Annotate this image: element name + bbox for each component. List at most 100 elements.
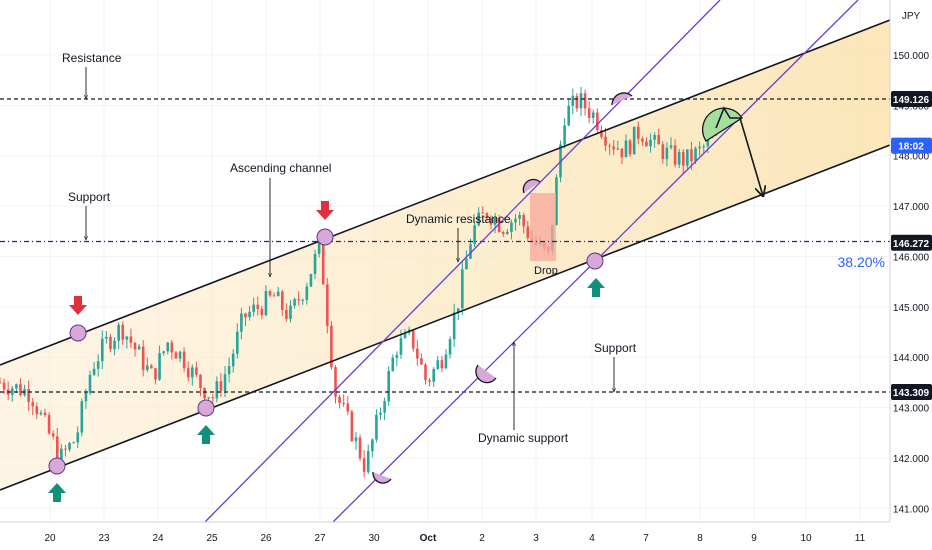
candle-body (244, 313, 247, 318)
candle-body (199, 374, 202, 388)
support-label-right: Support (594, 341, 637, 355)
candle-body (690, 149, 693, 162)
y-tick-label: 145.000 (893, 303, 930, 314)
buy-arrow-icon (197, 425, 215, 444)
price-tags: 149.126 18:02 146.272 143.309 (891, 91, 932, 400)
candle-body (272, 295, 276, 297)
dynamic-support-label: Dynamic support (478, 431, 569, 445)
x-tick-label: 8 (697, 533, 703, 544)
candle-body (706, 138, 710, 147)
candle-body (436, 360, 440, 370)
currency-label: JPY (902, 11, 921, 22)
drop-zone (530, 193, 556, 261)
candle-body (493, 217, 497, 225)
candle-body (346, 403, 350, 412)
candle-body (158, 353, 161, 380)
candle-body (186, 368, 190, 378)
candle-body (141, 346, 145, 371)
candle-body (362, 458, 366, 472)
dynamic-resistance-line[interactable] (204, 0, 721, 523)
candle-body (444, 354, 448, 369)
channel-lower-line[interactable] (0, 144, 891, 491)
candle-body (19, 384, 22, 396)
y-tick-label: 144.000 (893, 353, 930, 364)
candle-body (321, 239, 325, 285)
candle-body (686, 149, 689, 166)
candle-body (596, 112, 599, 131)
x-tick-label: 30 (368, 533, 380, 544)
price-tag-label: 149.126 (893, 95, 930, 106)
candle-body (68, 443, 71, 450)
candle-body (170, 342, 174, 353)
candle-body (211, 397, 215, 399)
dynamic-resistance-label: Dynamic resistance (406, 212, 511, 226)
candle-body (628, 140, 632, 155)
candle-body (297, 299, 300, 301)
candle-body (399, 338, 403, 355)
price-tag (891, 137, 932, 154)
channel-upper-line[interactable] (0, 19, 891, 366)
candle-body (0, 382, 2, 384)
candle-body (317, 239, 321, 254)
x-tick-label: 23 (98, 533, 110, 544)
price-tag-label: 18:02 (898, 142, 924, 153)
candle-body (145, 365, 149, 371)
candle-body (411, 329, 415, 349)
candle-body (681, 151, 685, 166)
candle-body (105, 336, 108, 339)
candle-body (178, 351, 182, 359)
y-tick-label: 142.000 (893, 454, 930, 465)
candle-body (10, 388, 14, 395)
price-tag (891, 384, 932, 400)
candle-body (616, 148, 620, 150)
candle-body (219, 381, 223, 391)
candle-body (526, 226, 530, 238)
candle-body (481, 212, 485, 214)
time-axis[interactable] (0, 522, 932, 550)
candle-body (489, 217, 493, 225)
candle-body (440, 360, 444, 369)
y-tick-label: 141.000 (893, 504, 930, 515)
candle-body (587, 108, 591, 118)
candle-body (518, 214, 521, 219)
candle-body (403, 332, 407, 339)
candle-body (354, 437, 358, 442)
candle-body (608, 145, 611, 147)
sell-arrow-icon (69, 296, 87, 315)
candle-body (203, 387, 206, 399)
candle-body (424, 364, 427, 381)
candle-body (27, 389, 30, 403)
candle-body (698, 146, 701, 149)
candle-body (285, 309, 288, 319)
candle-body (88, 374, 92, 393)
drop-label: Drop (534, 265, 558, 277)
candle-body (117, 324, 120, 341)
candle-body (240, 313, 243, 332)
candle-body (207, 397, 210, 399)
touch-markers (48, 92, 743, 484)
candle-body (35, 406, 39, 415)
ascending-channel-band (0, 20, 890, 490)
annotation-pointers (86, 67, 614, 430)
candle-body (47, 415, 51, 434)
price-axis[interactable] (890, 0, 932, 550)
candle-body (522, 214, 526, 227)
candle-body (326, 284, 329, 326)
candle-body (223, 374, 227, 391)
candle-body (383, 401, 386, 413)
candle-body (375, 414, 378, 440)
touch-circle (48, 457, 66, 475)
half-circle-top (611, 92, 633, 106)
candle-body (604, 136, 607, 146)
candle-body (154, 368, 157, 380)
candle-body (76, 432, 80, 443)
candle-body (371, 439, 374, 452)
candle-body (150, 365, 153, 369)
x-tick-label: 7 (643, 533, 649, 544)
candle-body (268, 291, 272, 296)
candle-body (231, 353, 235, 367)
candle-body (420, 358, 423, 365)
candle-body (15, 384, 18, 389)
